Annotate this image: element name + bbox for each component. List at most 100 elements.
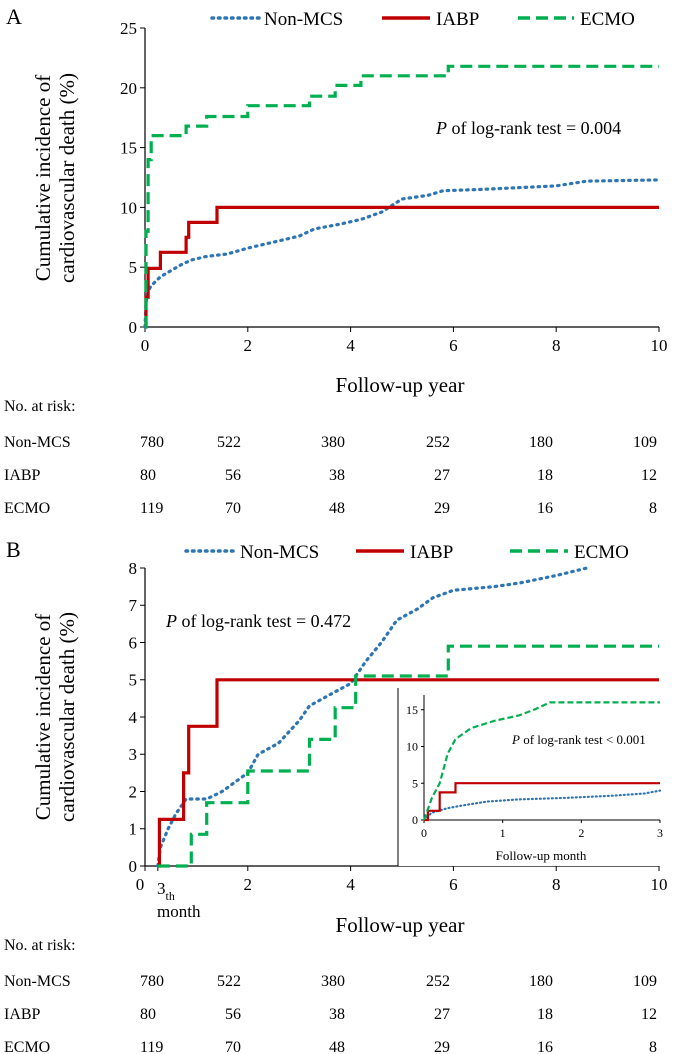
panel-b-x-tick-label: 0 — [136, 875, 145, 894]
panel-a-risk-cell: 80 — [140, 467, 156, 484]
panel-b-risk-cell: 380 — [321, 973, 345, 990]
inset-b-x-tick-label: 1 — [500, 826, 506, 840]
y-axis-title-b-line2: cardiovascular death (%) — [55, 612, 79, 822]
panel-a: A Non-MCS IABP ECMO Cumulative incidence… — [4, 4, 668, 517]
y-axis-title-a-line2: cardiovascular death (%) — [55, 73, 79, 283]
panel-b-risk-cell: 27 — [434, 1006, 450, 1023]
panel-b-risk-cell: 8 — [649, 1039, 657, 1054]
panel-b-risk-cell: 56 — [225, 1006, 241, 1023]
inset-b-y-tick-label: 15 — [406, 703, 418, 717]
panel-a-risk-cell: 18 — [537, 467, 553, 484]
panel-b-x-tick-label: 2 — [244, 875, 253, 894]
panel-a-series-iabp — [144, 205, 659, 329]
panel-b-risk-cell: 252 — [426, 973, 450, 990]
panel-b-risk-cell: 780 — [140, 973, 164, 990]
panel-b-x-tick-label: 10 — [651, 875, 668, 894]
y-axis-title-b-line1: Cumulative incidence of — [31, 614, 55, 820]
panel-b-y-tick-label: 5 — [129, 671, 138, 690]
panel-a-risk-cell: 522 — [217, 434, 241, 451]
panel-b-series-iabp — [157, 678, 659, 868]
panel-b-risk-cell: 16 — [537, 1039, 553, 1054]
panel-b-risk-group-ecmo: ECMO — [4, 1039, 50, 1054]
inset-b-x-tick-label: 0 — [421, 826, 427, 840]
panel-b-risk-cell: 29 — [434, 1039, 450, 1054]
panel-b-x-tick-label: 6 — [449, 875, 458, 894]
panel-b-y-tick-label: 6 — [129, 633, 138, 652]
panel-b-risk-cell: 18 — [537, 1006, 553, 1023]
panel-a-x-tick-label: 10 — [651, 336, 668, 355]
panel-a-series-non-mcs — [143, 178, 661, 329]
panel-a-x-tick-label: 4 — [346, 336, 355, 355]
legend-b: Non-MCS IABP ECMO — [184, 542, 629, 563]
legend-a-label-ecmo: ECMO — [580, 9, 635, 30]
panel-a-y-tick-label: 15 — [120, 139, 137, 158]
panel-a-risk-cell: 56 — [225, 467, 241, 484]
risk-table-b: No. at risk: Non-MCS 780 522 380 252 180 109 IAB… — [4, 937, 657, 1054]
panel-b-y-tick-label: 0 — [129, 857, 138, 876]
panel-a-x-tick-label: 2 — [244, 336, 253, 355]
panel-b-risk-cell: 522 — [217, 973, 241, 990]
inset-b-y-tick-label: 5 — [412, 776, 418, 790]
panel-a-risk-group-non-mcs: Non-MCS — [4, 434, 71, 451]
panel-a-y-tick-label: 10 — [120, 198, 137, 217]
inset-b-y-tick-label: 10 — [406, 740, 418, 754]
panel-b-y-tick-label: 8 — [129, 559, 138, 578]
panel-b-risk-cell: 48 — [329, 1039, 345, 1054]
inset-x-axis-title-b: Follow-up month — [496, 848, 587, 863]
panel-b-risk-group-iabp: IABP — [4, 1006, 41, 1023]
panel-a-risk-group-iabp: IABP — [4, 467, 41, 484]
x-tick-b-3th-month: 3th — [157, 879, 175, 903]
panel-label-b: B — [6, 537, 21, 562]
inset-b-x-tick-label: 2 — [578, 826, 584, 840]
panel-a-risk-cell: 8 — [649, 500, 657, 517]
panel-a-risk-title: No. at risk: — [4, 398, 76, 415]
inset-b-series-ecmo — [422, 701, 660, 821]
panel-a-risk-cell: 27 — [434, 467, 450, 484]
panel-b-risk-cell: 70 — [225, 1039, 241, 1054]
panel-b-risk-title: No. at risk: — [4, 937, 76, 954]
legend-a: Non-MCS IABP ECMO — [210, 9, 635, 30]
x-axis-title-b: Follow-up year — [336, 913, 465, 937]
panel-a-x-tick-label: 8 — [552, 336, 561, 355]
legend-b-label-non-mcs: Non-MCS — [240, 542, 319, 563]
panel-b-risk-cell: 38 — [329, 1006, 345, 1023]
legend-a-label-iabp: IABP — [436, 9, 479, 30]
panel-a-risk-cell: 109 — [633, 434, 657, 451]
pvalue-inset-b: P of log-rank test < 0.001 — [511, 732, 646, 747]
inset-b-x-tick-label: 3 — [657, 826, 663, 840]
panel-a-x-tick-label: 0 — [141, 336, 150, 355]
inset-b-y-tick-label: 0 — [412, 813, 418, 827]
pvalue-b: P of log-rank test = 0.472 — [165, 611, 351, 631]
panel-a-y-tick-label: 25 — [120, 19, 137, 38]
panel-a-y-tick-label: 0 — [129, 318, 138, 337]
x-tick-b-month-label: month — [157, 902, 201, 921]
inset-b-series-iabp — [424, 782, 660, 822]
panel-a-risk-cell: 380 — [321, 434, 345, 451]
panel-b-x-tick-label: 4 — [346, 875, 355, 894]
panel-a-risk-cell: 16 — [537, 500, 553, 517]
panel-a-risk-cell: 780 — [140, 434, 164, 451]
panel-a-y-tick-label: 20 — [120, 79, 137, 98]
panel-b: B Non-MCS IABP ECMO Cumulative incidence… — [4, 537, 668, 1054]
panel-b-x-tick-label: 8 — [552, 875, 561, 894]
panel-b-risk-cell: 119 — [140, 1039, 163, 1054]
panel-b-y-tick-label: 4 — [129, 708, 138, 727]
panel-b-y-tick-label: 2 — [129, 782, 138, 801]
panel-b-y-tick-label: 1 — [129, 820, 138, 839]
plot-area-a: 0 5 10 15 20 25 0 2 4 6 8 10 — [120, 19, 668, 355]
panel-a-risk-cell: 12 — [641, 467, 657, 484]
panel-a-risk-cell: 70 — [225, 500, 241, 517]
panel-b-y-tick-label: 3 — [129, 745, 138, 764]
panel-a-risk-cell: 180 — [529, 434, 553, 451]
panel-a-risk-cell: 38 — [329, 467, 345, 484]
panel-label-a: A — [6, 4, 22, 29]
inset-plot-b: 0 5 10 15 0 1 2 3 — [397, 688, 664, 866]
panel-a-risk-cell: 252 — [426, 434, 450, 451]
panel-a-risk-cell: 48 — [329, 500, 345, 517]
panel-a-x-tick-label: 6 — [449, 336, 458, 355]
legend-b-label-ecmo: ECMO — [574, 542, 629, 563]
legend-b-label-iabp: IABP — [410, 542, 453, 563]
panel-a-risk-cell: 119 — [140, 500, 163, 517]
